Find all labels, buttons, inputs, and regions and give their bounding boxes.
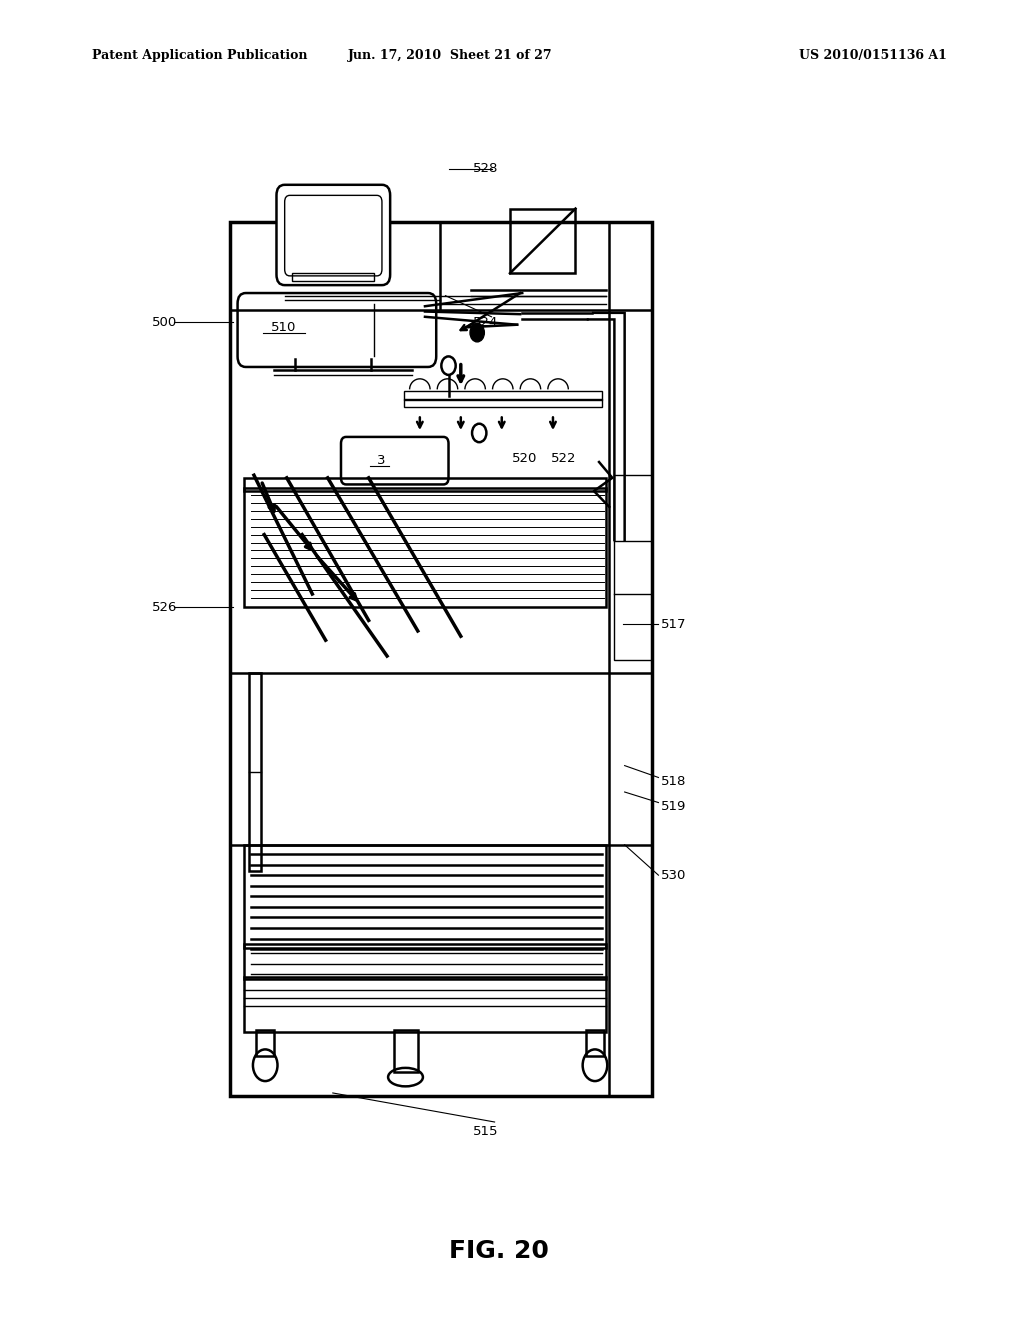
Text: 526: 526	[152, 601, 177, 614]
Text: 520: 520	[512, 451, 538, 465]
FancyBboxPatch shape	[276, 185, 390, 285]
Text: 530: 530	[660, 869, 686, 882]
Text: Jun. 17, 2010  Sheet 21 of 27: Jun. 17, 2010 Sheet 21 of 27	[348, 49, 553, 62]
Text: US 2010/0151136 A1: US 2010/0151136 A1	[799, 49, 946, 62]
Text: 515: 515	[473, 1125, 499, 1138]
Text: 500: 500	[152, 315, 177, 329]
Text: FIG. 20: FIG. 20	[449, 1239, 549, 1263]
Text: Patent Application Publication: Patent Application Publication	[92, 49, 307, 62]
Circle shape	[470, 323, 484, 342]
Text: 510: 510	[271, 321, 297, 334]
Text: 3: 3	[377, 454, 385, 467]
Text: 522: 522	[551, 451, 577, 465]
Text: 528: 528	[473, 162, 499, 176]
Text: 517: 517	[660, 618, 686, 631]
FancyBboxPatch shape	[341, 437, 449, 484]
FancyBboxPatch shape	[238, 293, 436, 367]
FancyBboxPatch shape	[285, 195, 382, 276]
Text: 524: 524	[473, 315, 499, 329]
Text: 519: 519	[660, 800, 686, 813]
Text: 518: 518	[660, 775, 686, 788]
